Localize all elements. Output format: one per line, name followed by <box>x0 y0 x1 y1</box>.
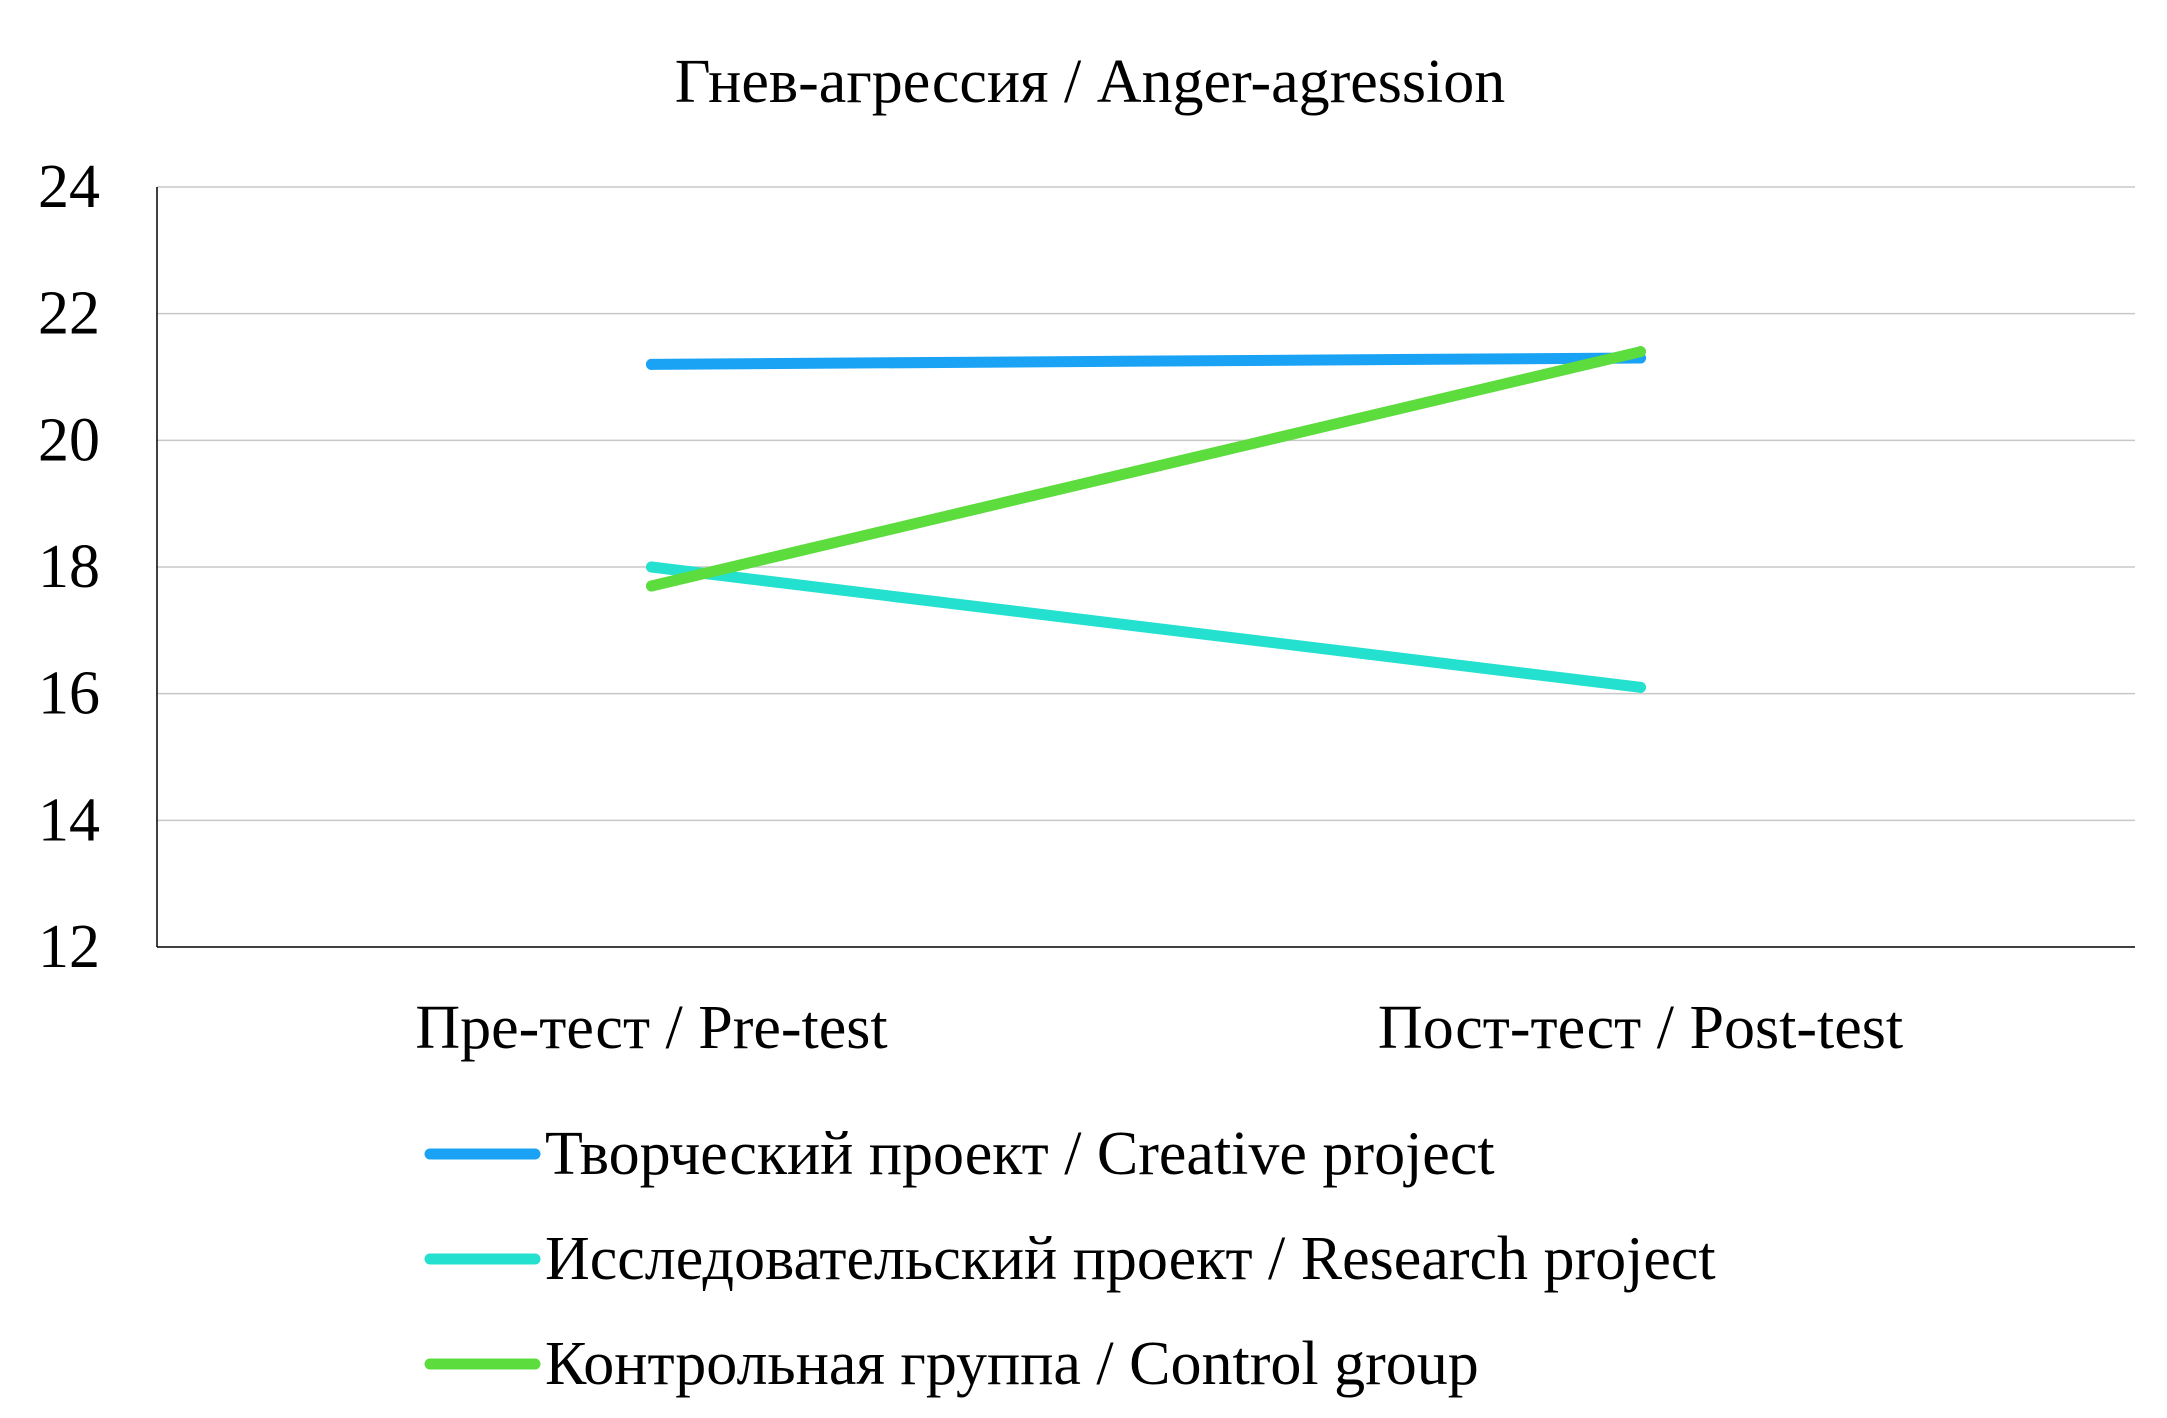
x-tick-label: Пост-тест / Post-test <box>1378 994 1903 1062</box>
axes <box>156 187 2135 948</box>
x-tick-label: Пре-тест / Pre-test <box>415 994 887 1062</box>
y-axis-ticks: 12 14 16 18 20 22 24 <box>38 153 100 981</box>
data-point <box>1635 681 1646 693</box>
legend-label: Исследовательский проект / Research proj… <box>545 1225 1716 1293</box>
y-tick-label: 22 <box>38 280 100 348</box>
legend-label: Творческий проект / Creative project <box>545 1120 1495 1188</box>
y-tick-label: 12 <box>38 913 100 981</box>
x-axis-ticks: Пре-тест / Pre-test Пост-тест / Post-test <box>415 994 1903 1062</box>
chart-title: Гнев-агрессия / Anger-agression <box>675 48 1506 116</box>
legend-label: Контрольная группа / Control group <box>545 1330 1479 1398</box>
y-tick-label: 20 <box>38 406 100 474</box>
series-lines <box>646 346 1646 693</box>
y-tick-label: 18 <box>38 533 100 601</box>
y-tick-label: 24 <box>38 153 100 221</box>
y-tick-label: 14 <box>38 786 100 854</box>
gridlines <box>157 186 2135 822</box>
data-point <box>646 561 657 573</box>
legend: Творческий проект / Creative project Иссл… <box>424 1120 1716 1398</box>
data-point <box>646 580 657 592</box>
data-point <box>1635 346 1646 358</box>
series-line-2 <box>646 346 1646 592</box>
y-tick-label: 16 <box>38 660 100 728</box>
data-point <box>646 358 657 370</box>
series-line-1 <box>646 561 1646 693</box>
series-line-0 <box>646 352 1646 370</box>
